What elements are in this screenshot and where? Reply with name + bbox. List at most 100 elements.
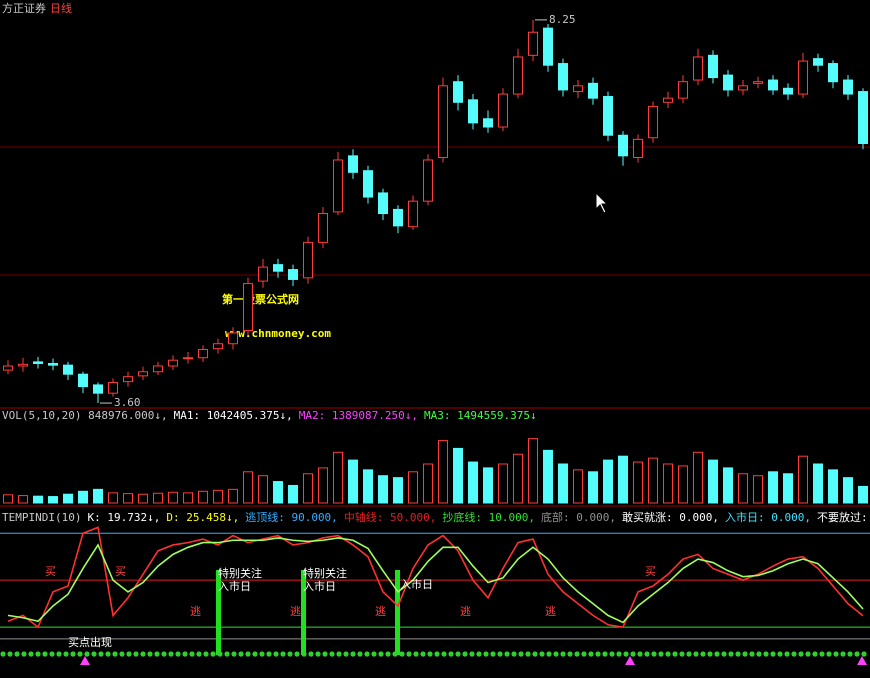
candle-body — [663, 97, 673, 103]
signal-dot — [189, 651, 195, 657]
signal-dot — [378, 651, 384, 657]
candle-body — [213, 343, 223, 350]
signal-triangle — [625, 656, 635, 665]
signal-dot — [616, 651, 622, 657]
signal-dot — [721, 651, 727, 657]
signal-label: 入市日 — [303, 579, 336, 593]
signal-dot — [434, 651, 440, 657]
candle-body — [528, 31, 538, 56]
signal-label: 逃 — [190, 605, 201, 618]
volume-bar — [543, 449, 553, 504]
signal-dot — [826, 651, 832, 657]
volume-bar — [858, 485, 868, 504]
signal-dot — [574, 651, 580, 657]
volume-bar — [573, 469, 583, 504]
candle-body — [168, 359, 178, 367]
signal-dot — [56, 651, 62, 657]
signal-dot — [441, 651, 447, 657]
volume-bar — [663, 463, 673, 504]
signal-dot — [623, 651, 629, 657]
signal-dot — [805, 651, 811, 657]
signal-dot — [301, 651, 307, 657]
volume-bar — [363, 469, 373, 504]
signal-dot — [168, 651, 174, 657]
signal-dot — [560, 651, 566, 657]
volume-bar — [153, 492, 163, 504]
volume-bar — [243, 471, 253, 504]
signal-dot — [14, 651, 20, 657]
candle-body — [783, 87, 793, 95]
signal-dot — [161, 651, 167, 657]
signal-dot — [763, 651, 769, 657]
volume-bar — [693, 451, 703, 504]
signal-dot — [315, 651, 321, 657]
candle-body — [408, 200, 418, 228]
signal-dot — [735, 651, 741, 657]
volume-bar — [423, 463, 433, 504]
signal-dot — [686, 651, 692, 657]
volume-bar — [843, 477, 853, 504]
signal-dot — [364, 651, 370, 657]
volume-bar — [753, 475, 763, 504]
volume-bar — [213, 489, 223, 504]
volume-bar — [558, 463, 568, 504]
volume-bar — [483, 467, 493, 504]
candle-body — [753, 81, 763, 84]
candle-body — [588, 82, 598, 99]
candle-body — [618, 134, 628, 157]
volume-header: VOL(5,10,20) 848976.000↓, MA1: 1042405.37… — [2, 409, 537, 422]
volume-bar — [138, 493, 148, 504]
level-label: 逃顶线: 90.000, — [245, 510, 338, 524]
volume-bar — [453, 447, 463, 504]
candle-body — [123, 376, 133, 383]
signal-dot — [175, 651, 181, 657]
volume-bar — [633, 461, 643, 504]
candle-body — [363, 170, 373, 198]
signal-dot — [28, 651, 34, 657]
candle-body — [498, 93, 508, 128]
signal-dot — [749, 651, 755, 657]
signal-dot — [455, 651, 461, 657]
signal-dot — [406, 651, 412, 657]
candle-body — [648, 105, 658, 139]
signal-dot — [525, 651, 531, 657]
signal-dot — [119, 651, 125, 657]
signal-dot — [833, 651, 839, 657]
candle-body — [738, 85, 748, 91]
candle-body — [693, 56, 703, 81]
candle-body — [108, 381, 118, 394]
subtitle: 日线 — [50, 1, 72, 15]
signal-bar — [216, 570, 221, 655]
signal-dot — [462, 651, 468, 657]
signal-bar — [301, 570, 306, 655]
signal-dot — [252, 651, 258, 657]
signal-dot — [266, 651, 272, 657]
volume-bar — [723, 467, 733, 504]
header-item: 不要放过: 0.000, — [817, 510, 870, 524]
candle-body — [798, 60, 808, 95]
candle-body — [153, 365, 163, 373]
volume-bar — [198, 490, 208, 504]
signal-dot — [476, 651, 482, 657]
candle-body — [258, 266, 268, 282]
volume-bar — [93, 488, 103, 504]
candle-body — [768, 79, 778, 91]
candle-body — [198, 348, 208, 359]
signal-dot — [812, 651, 818, 657]
indicator-header: TEMPINDI(10) K: 19.732↓, D: 25.458↓, 逃顶线: 9… — [2, 510, 870, 524]
signal-dot — [399, 651, 405, 657]
signal-dot — [259, 651, 265, 657]
signal-dot — [651, 651, 657, 657]
price-label: 3.60 — [114, 396, 141, 409]
volume-bar — [3, 494, 13, 504]
signal-dot — [35, 651, 41, 657]
volume-bar — [78, 490, 88, 504]
signal-dot — [357, 651, 363, 657]
signal-dot — [581, 651, 587, 657]
mouse-cursor — [595, 191, 609, 214]
signal-dot — [210, 651, 216, 657]
candle-body — [573, 85, 583, 93]
candle-body — [813, 58, 823, 66]
signal-dot — [147, 651, 153, 657]
